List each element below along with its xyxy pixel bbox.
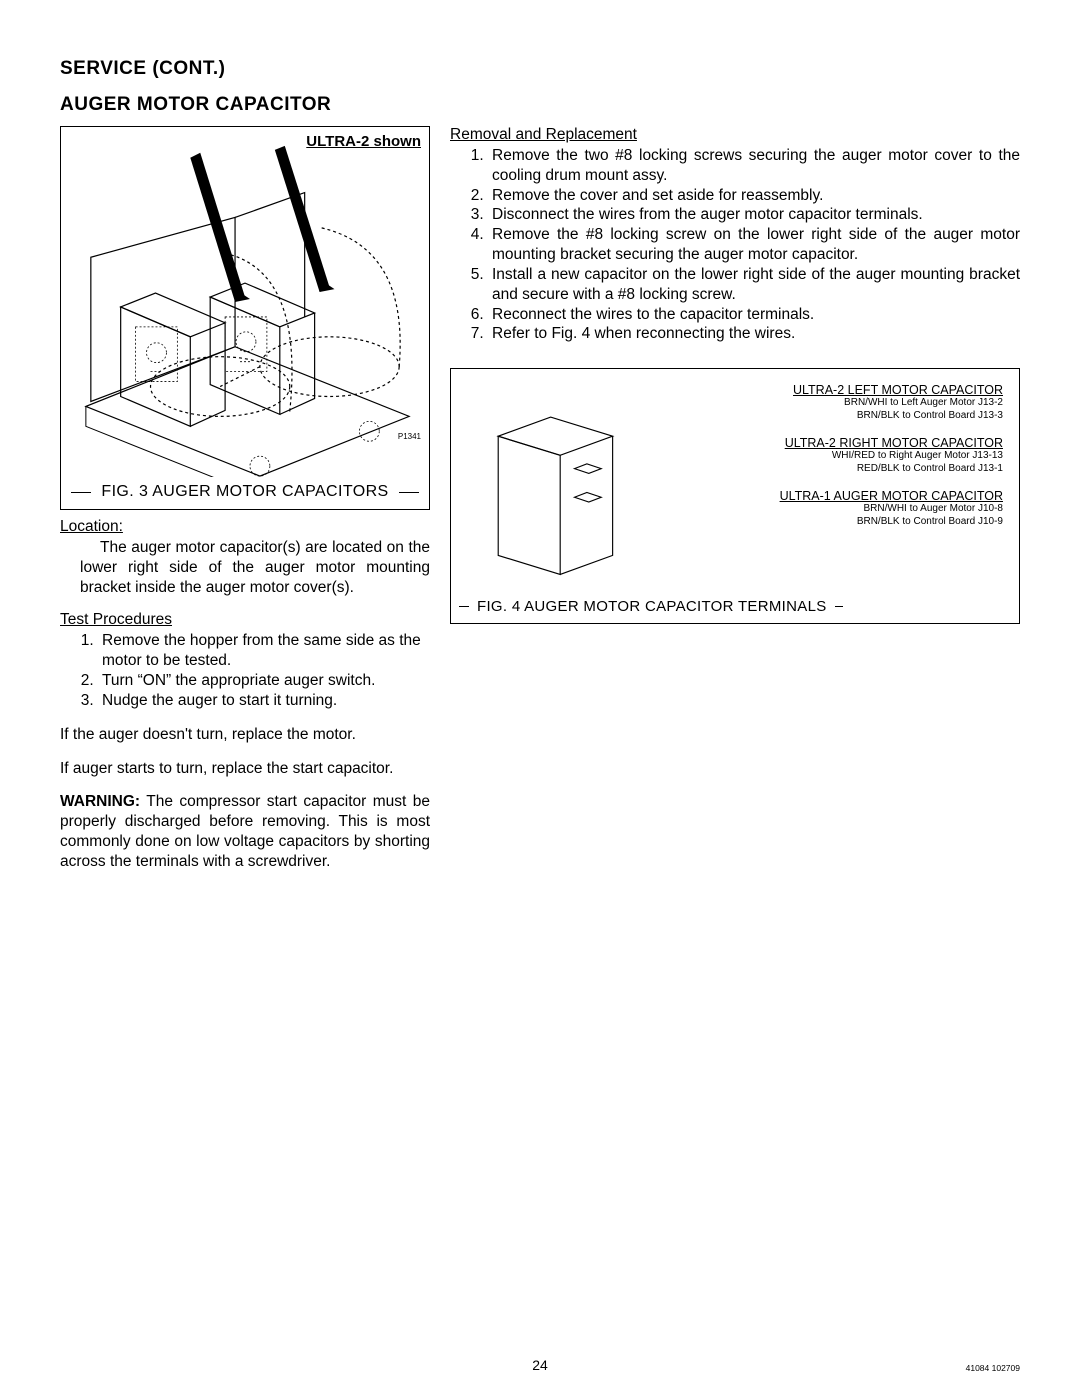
wiring-line: WHI/RED to Right Auger Motor J13-13 bbox=[626, 450, 1003, 463]
removal-step: Remove the cover and set aside for reass… bbox=[488, 186, 1020, 206]
warning-label: WARNING: bbox=[60, 793, 140, 810]
removal-step: Reconnect the wires to the capacitor ter… bbox=[488, 305, 1020, 325]
warning-paragraph: WARNING: The compressor start capacitor … bbox=[60, 792, 430, 871]
figure-3-box: ULTRA-2 shown bbox=[60, 126, 430, 510]
caption-dash-right bbox=[835, 606, 843, 607]
location-heading: Location: bbox=[60, 518, 123, 536]
note-capacitor-replace: If auger starts to turn, replace the sta… bbox=[60, 759, 430, 779]
wiring-group-title: ULTRA-1 AUGER MOTOR CAPACITOR bbox=[626, 489, 1003, 503]
figure-3-caption-text: FIG. 3 AUGER MOTOR CAPACITORS bbox=[101, 483, 388, 501]
figure-4-wiring-info: ULTRA-2 LEFT MOTOR CAPACITOR BRN/WHI to … bbox=[626, 379, 1009, 584]
figure-4-caption: FIG. 4 AUGER MOTOR CAPACITOR TERMINALS bbox=[451, 594, 1019, 615]
wiring-line: BRN/WHI to Auger Motor J10-8 bbox=[626, 503, 1003, 516]
page-header: SERVICE (CONT.) AUGER MOTOR CAPACITOR bbox=[60, 58, 1020, 116]
removal-step: Remove the two #8 locking screws securin… bbox=[488, 146, 1020, 186]
wiring-group: ULTRA-2 RIGHT MOTOR CAPACITOR WHI/RED to… bbox=[626, 436, 1003, 475]
wiring-group-title: ULTRA-2 LEFT MOTOR CAPACITOR bbox=[626, 383, 1003, 397]
location-text: The auger motor capacitor(s) are located… bbox=[60, 538, 430, 597]
removal-step: Refer to Fig. 4 when reconnecting the wi… bbox=[488, 324, 1020, 344]
content-columns: ULTRA-2 shown bbox=[60, 126, 1020, 886]
figure-3-caption: FIG. 3 AUGER MOTOR CAPACITORS bbox=[61, 477, 429, 509]
figure-4-box: ULTRA-2 LEFT MOTOR CAPACITOR BRN/WHI to … bbox=[450, 368, 1020, 624]
figure-4-caption-text: FIG. 4 AUGER MOTOR CAPACITOR TERMINALS bbox=[477, 598, 827, 615]
wiring-line: BRN/BLK to Control Board J13-3 bbox=[626, 410, 1003, 423]
note-motor-replace: If the auger doesn't turn, replace the m… bbox=[60, 725, 430, 745]
figure-3-model-label: ULTRA-2 shown bbox=[306, 133, 421, 150]
wiring-group-title: ULTRA-2 RIGHT MOTOR CAPACITOR bbox=[626, 436, 1003, 450]
wiring-group: ULTRA-2 LEFT MOTOR CAPACITOR BRN/WHI to … bbox=[626, 383, 1003, 422]
removal-step: Disconnect the wires from the auger moto… bbox=[488, 205, 1020, 225]
location-section: Location: The auger motor capacitor(s) a… bbox=[60, 518, 430, 597]
figure-3-part-number: P1341 bbox=[398, 432, 421, 441]
test-procedures-heading: Test Procedures bbox=[60, 611, 172, 629]
left-column: ULTRA-2 shown bbox=[60, 126, 430, 886]
removal-steps-list: Remove the two #8 locking screws securin… bbox=[488, 146, 1020, 344]
wiring-line: RED/BLK to Control Board J13-1 bbox=[626, 463, 1003, 476]
document-id: 41084 102709 bbox=[966, 1363, 1020, 1373]
wiring-group: ULTRA-1 AUGER MOTOR CAPACITOR BRN/WHI to… bbox=[626, 489, 1003, 528]
wiring-line: BRN/WHI to Left Auger Motor J13-2 bbox=[626, 397, 1003, 410]
figure-3-illustration: ULTRA-2 shown bbox=[61, 127, 429, 477]
wiring-line: BRN/BLK to Control Board J10-9 bbox=[626, 516, 1003, 529]
page-number: 24 bbox=[0, 1357, 1080, 1373]
removal-step: Remove the #8 locking screw on the lower… bbox=[488, 225, 1020, 265]
component-title: AUGER MOTOR CAPACITOR bbox=[60, 94, 1020, 116]
auger-motor-diagram-icon bbox=[61, 127, 429, 477]
caption-dash-right bbox=[399, 492, 419, 493]
removal-step: Install a new capacitor on the lower rig… bbox=[488, 265, 1020, 305]
test-procedures-section: Test Procedures Remove the hopper from t… bbox=[60, 611, 430, 710]
test-step: Turn “ON” the appropriate auger switch. bbox=[98, 671, 430, 691]
capacitor-diagram-wrap bbox=[461, 379, 626, 584]
test-step: Nudge the auger to start it turning. bbox=[98, 691, 430, 711]
capacitor-box-icon bbox=[461, 379, 626, 584]
right-column: Removal and Replacement Remove the two #… bbox=[450, 126, 1020, 886]
caption-dash-left bbox=[459, 606, 469, 607]
section-title: SERVICE (CONT.) bbox=[60, 58, 1020, 80]
caption-dash-left bbox=[71, 492, 91, 493]
test-step: Remove the hopper from the same side as … bbox=[98, 631, 430, 671]
removal-heading: Removal and Replacement bbox=[450, 126, 637, 144]
test-steps-list: Remove the hopper from the same side as … bbox=[98, 631, 430, 710]
figure-4-content: ULTRA-2 LEFT MOTOR CAPACITOR BRN/WHI to … bbox=[451, 369, 1019, 594]
